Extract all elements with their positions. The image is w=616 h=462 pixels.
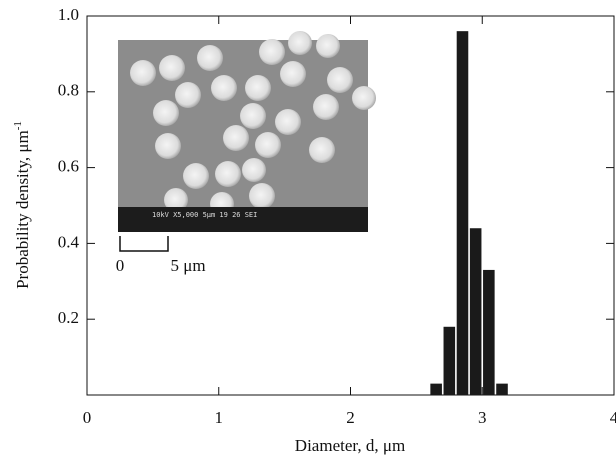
bar bbox=[496, 384, 508, 395]
y-label-sup: -1 bbox=[12, 121, 24, 130]
x-tick-label: 4 bbox=[610, 408, 616, 427]
scale-end: 5 μm bbox=[170, 256, 205, 275]
x-tick-label: 0 bbox=[83, 408, 92, 427]
chart: 10kV X5,000 5μm 19 26 SEI 0 5 μm Diamete… bbox=[0, 0, 616, 462]
bar bbox=[483, 270, 495, 395]
bar bbox=[457, 31, 469, 395]
y-label-main: Probability density, μm bbox=[13, 130, 32, 289]
scale-bar bbox=[120, 236, 168, 251]
y-tick-label: 0.8 bbox=[58, 81, 79, 100]
sem-caption: 10kV X5,000 5μm 19 26 SEI bbox=[152, 211, 257, 219]
y-tick-label: 0.6 bbox=[58, 157, 79, 176]
bar bbox=[470, 228, 482, 395]
sem-inset: 10kV X5,000 5μm 19 26 SEI 0 5 μm bbox=[116, 31, 376, 275]
bar bbox=[430, 384, 442, 395]
x-axis-label: Diameter, d, μm bbox=[295, 436, 405, 455]
scale-start: 0 bbox=[116, 256, 125, 275]
x-tick-label: 3 bbox=[478, 408, 487, 427]
y-tick-label: 1.0 bbox=[58, 5, 79, 24]
y-tick-label: 0.4 bbox=[58, 232, 80, 251]
bar bbox=[444, 327, 456, 395]
x-tick-label: 1 bbox=[215, 408, 224, 427]
y-tick-label: 0.2 bbox=[58, 308, 79, 327]
x-tick-label: 2 bbox=[346, 408, 355, 427]
y-axis-label: Probability density, μm-1 bbox=[12, 121, 32, 289]
